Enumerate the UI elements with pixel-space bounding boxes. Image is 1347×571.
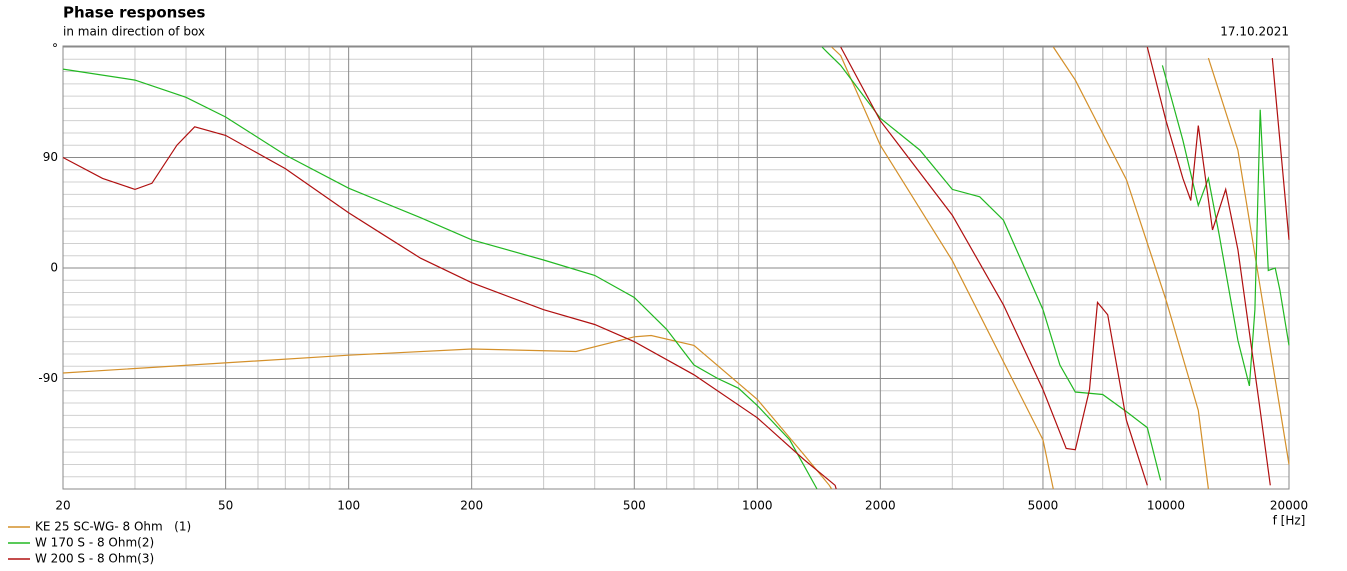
legend-label: W 170 S - 8 Ohm(2) (35, 536, 154, 550)
y-tick-label: 0 (50, 261, 58, 275)
y-tick-label: 90 (43, 150, 58, 164)
legend-label: W 200 S - 8 Ohm(3) (35, 552, 154, 566)
series-line (62, 46, 1290, 490)
x-axis-label: f [Hz] (1273, 514, 1306, 528)
x-tick-label: 200 (460, 499, 483, 513)
legend-label: KE 25 SC-WG- 8 Ohm (1) (35, 520, 191, 534)
x-tick-label: 5000 (1028, 499, 1059, 513)
x-tick-label: 10000 (1147, 499, 1185, 513)
x-tick-label: 20 (55, 499, 70, 513)
x-tick-label: 100 (337, 499, 360, 513)
x-tick-label: 20000 (1270, 499, 1308, 513)
x-tick-label: 50 (218, 499, 233, 513)
x-tick-label: 500 (623, 499, 646, 513)
chart-subtitle: in main direction of box (63, 25, 205, 39)
x-tick-label: 2000 (865, 499, 896, 513)
chart-date: 17.10.2021 (1220, 25, 1289, 39)
series-line (62, 46, 1290, 490)
y-tick-label: -90 (38, 371, 58, 385)
chart-title: Phase responses (63, 4, 205, 22)
y-tick-label: ° (52, 42, 58, 56)
x-tick-label: 1000 (742, 499, 773, 513)
plot-frame (62, 45, 1290, 490)
series-line (62, 46, 1290, 490)
